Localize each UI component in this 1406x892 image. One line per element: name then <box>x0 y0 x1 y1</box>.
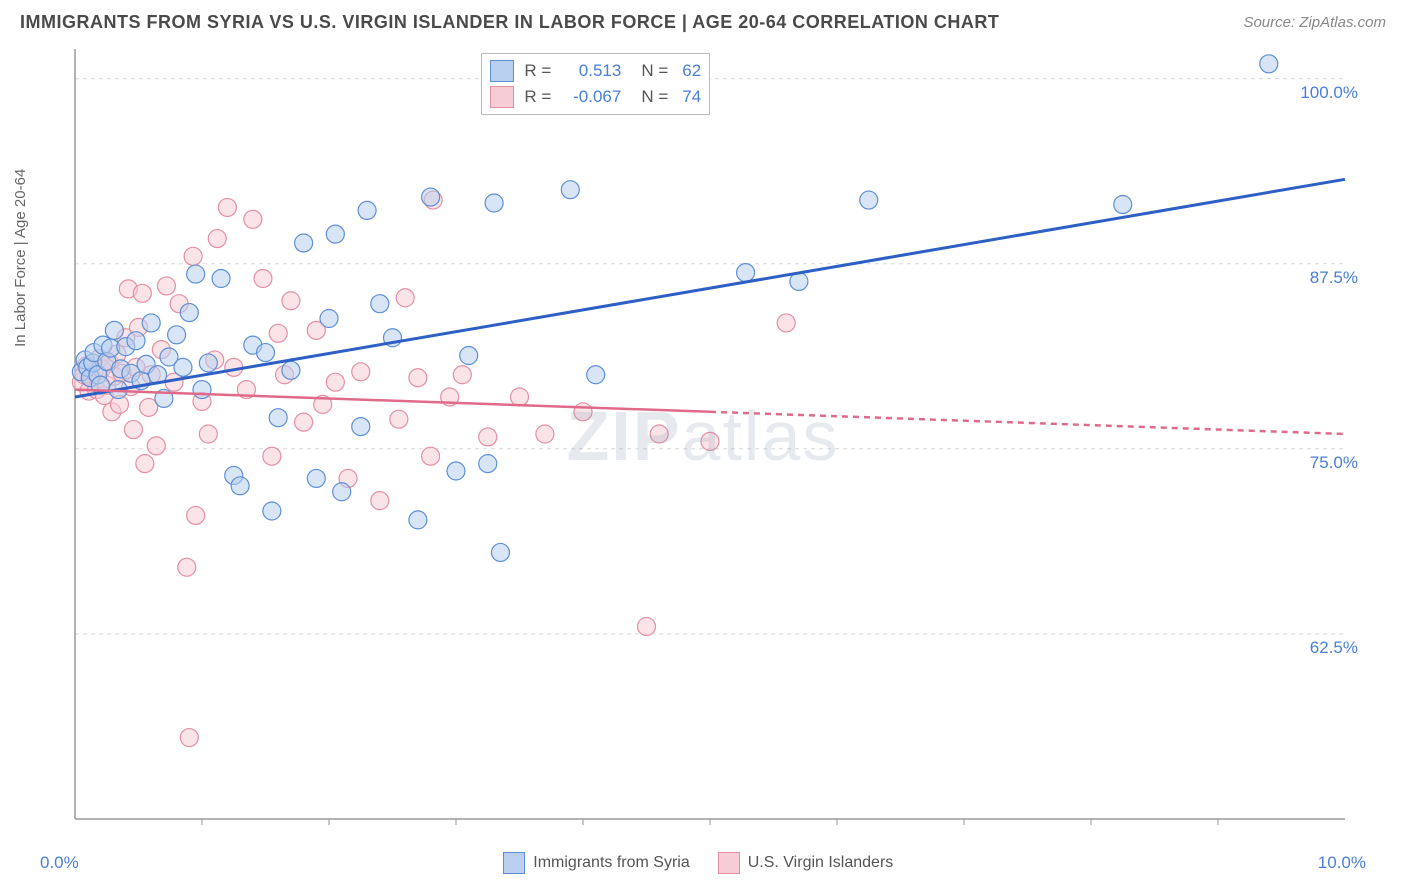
r-label: R = <box>524 87 551 107</box>
correlation-row: R = 0.513 N = 62 <box>490 58 701 84</box>
n-label: N = <box>641 61 668 81</box>
legend-item: Immigrants from Syria <box>503 852 689 874</box>
correlation-row: R = -0.067 N = 74 <box>490 84 701 110</box>
n-value: 62 <box>682 61 701 81</box>
n-label: N = <box>641 87 668 107</box>
legend-swatch <box>490 60 514 82</box>
x-axis-max: 10.0% <box>1318 853 1366 873</box>
legend-bottom: Immigrants from Syria U.S. Virgin Islande… <box>503 852 893 874</box>
y-tick: 62.5% <box>1310 638 1358 658</box>
y-axis-label: In Labor Force | Age 20-64 <box>12 169 29 347</box>
legend-swatch <box>503 852 525 874</box>
legend-label: U.S. Virgin Islanders <box>748 854 894 872</box>
r-value: 0.513 <box>557 61 621 81</box>
chart-header: IMMIGRANTS FROM SYRIA VS U.S. VIRGIN ISL… <box>0 0 1406 41</box>
chart-title: IMMIGRANTS FROM SYRIA VS U.S. VIRGIN ISL… <box>20 12 999 33</box>
scatter-plot <box>20 41 1386 831</box>
x-axis-min: 0.0% <box>40 853 79 873</box>
r-value: -0.067 <box>557 87 621 107</box>
n-value: 74 <box>682 87 701 107</box>
legend-item: U.S. Virgin Islanders <box>718 852 894 874</box>
r-label: R = <box>524 61 551 81</box>
y-tick: 100.0% <box>1300 83 1358 103</box>
chart-footer: 0.0% Immigrants from Syria U.S. Virgin Is… <box>0 852 1406 874</box>
chart-area: In Labor Force | Age 20-64 ZIPatlas R =0… <box>20 41 1386 831</box>
legend-swatch <box>490 86 514 108</box>
y-tick: 87.5% <box>1310 268 1358 288</box>
legend-label: Immigrants from Syria <box>533 854 689 872</box>
legend-swatch <box>718 852 740 874</box>
y-tick: 75.0% <box>1310 453 1358 473</box>
chart-source: Source: ZipAtlas.com <box>1243 14 1386 31</box>
correlation-legend: R = 0.513 N = 62 R = -0.067 N = 74 <box>481 53 710 115</box>
